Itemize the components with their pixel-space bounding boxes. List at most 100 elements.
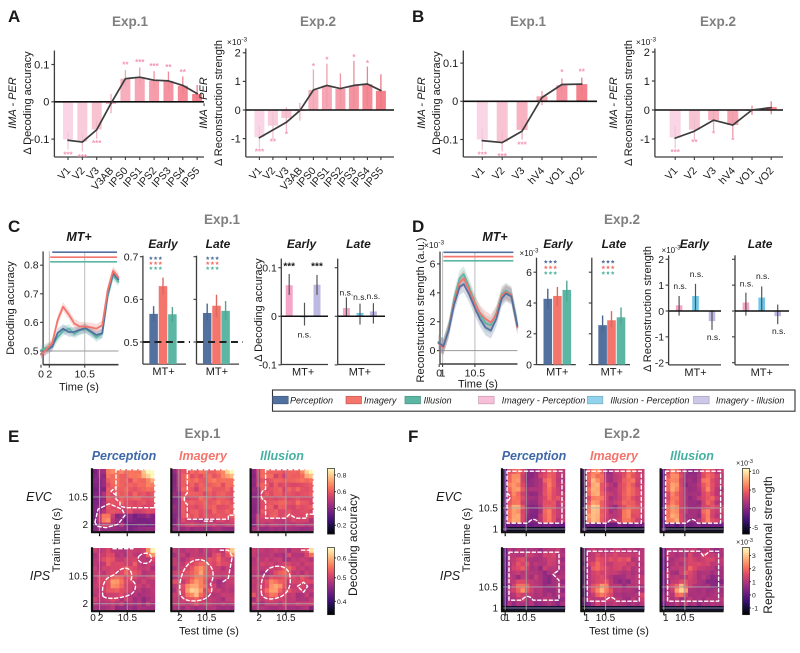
svg-text:1: 1 [584,613,590,624]
svg-text:0.7: 0.7 [124,252,139,264]
svg-text:Late: Late [206,237,231,251]
svg-text:0.5: 0.5 [124,337,139,349]
svg-text:***: *** [92,139,102,148]
svg-text:MT+: MT+ [66,230,92,244]
svg-text:***: *** [78,153,88,162]
svg-text:Decoding accuracy: Decoding accuracy [346,494,360,596]
svg-text:Perception: Perception [502,449,567,463]
svg-text:10.5: 10.5 [516,613,536,624]
svg-text:1: 1 [752,579,756,586]
svg-text:EVC: EVC [436,490,463,504]
svg-text:4: 4 [430,287,436,299]
svg-text:Late: Late [346,237,371,251]
svg-text:Train time (s): Train time (s) [461,508,473,572]
svg-text:Representational strength: Representational strength [761,476,775,613]
svg-text:0: 0 [430,345,436,357]
svg-text:1: 1 [644,76,650,88]
svg-text:2: 2 [46,369,52,381]
svg-text:E: E [8,427,19,446]
svg-text:0.8: 0.8 [24,260,39,272]
svg-text:×10-3: ×10-3 [520,249,540,259]
svg-text:Imagery: Imagery [364,396,397,406]
svg-text:2: 2 [98,613,104,624]
svg-text:2: 2 [82,520,88,531]
svg-text:MT+: MT+ [152,366,174,378]
svg-text:Time (s): Time (s) [458,379,498,391]
svg-text:**: ** [270,138,277,147]
svg-text:-1: -1 [655,332,664,344]
svg-text:0: 0 [436,368,442,380]
svg-text:0: 0 [43,97,49,109]
svg-text:6: 6 [526,267,532,279]
svg-text:2: 2 [256,613,262,624]
svg-text:Exp.2: Exp.2 [700,14,736,29]
svg-text:n.s.: n.s. [353,292,367,302]
svg-text:IMA - PER: IMA - PER [608,77,620,129]
svg-text:IMA - PER: IMA - PER [416,77,428,129]
svg-text:0.1: 0.1 [443,58,458,70]
svg-text:*: * [285,130,289,139]
svg-text:Late: Late [602,237,627,251]
svg-text:n.s.: n.s. [707,332,721,342]
svg-text:n.s.: n.s. [772,326,786,336]
svg-text:*: * [712,129,716,138]
svg-text:n.s.: n.s. [740,279,754,289]
svg-text:0.4: 0.4 [337,599,347,606]
svg-text:Train time (s): Train time (s) [51,508,63,572]
svg-text:×10-3: ×10-3 [662,246,682,256]
svg-text:0.1: 0.1 [262,263,277,275]
svg-text:A: A [8,7,20,26]
svg-text:Δ Decoding accuracy: Δ Decoding accuracy [431,51,443,155]
svg-text:MT+: MT+ [349,367,371,379]
svg-text:n.s.: n.s. [340,287,354,297]
svg-text:0: 0 [658,306,664,318]
svg-text:3: 3 [752,553,756,560]
svg-text:Late: Late [748,237,773,251]
svg-text:n.s.: n.s. [298,330,312,340]
svg-text:10.5: 10.5 [276,613,296,624]
svg-text:0.1: 0.1 [34,59,49,71]
svg-text:**: ** [122,60,129,69]
svg-text:IMA - PER: IMA - PER [7,77,19,129]
svg-text:10.5: 10.5 [479,583,499,594]
svg-text:**: ** [165,63,172,72]
svg-text:1: 1 [235,76,241,88]
svg-text:Imagery - Illusion: Imagery - Illusion [716,396,785,406]
svg-text:Imagery - Perception: Imagery - Perception [502,396,586,406]
svg-text:1: 1 [504,613,510,624]
svg-text:1: 1 [492,604,498,615]
svg-text:0: 0 [752,592,756,599]
svg-text:*: * [352,53,356,62]
svg-text:×10-3: ×10-3 [227,37,248,48]
svg-text:Exp.1: Exp.1 [510,14,547,29]
svg-text:MT+: MT+ [751,367,773,379]
svg-text:IPS: IPS [30,569,51,583]
svg-text:5: 5 [752,488,756,495]
svg-text:Time (s): Time (s) [59,382,99,394]
svg-text:B: B [412,7,424,26]
svg-text:Exp.2: Exp.2 [300,14,336,29]
svg-text:0: 0 [452,96,458,108]
svg-text:MT+: MT+ [546,367,568,379]
svg-text:Illusion: Illusion [260,449,304,463]
svg-text:*: * [366,59,370,68]
svg-text:*: * [312,62,316,71]
svg-text:***: *** [149,62,159,71]
svg-text:n.s.: n.s. [673,281,687,291]
svg-text:Decoding accuracy: Decoding accuracy [5,261,17,355]
svg-text:Imagery: Imagery [590,449,639,463]
svg-text:***: *** [498,152,508,161]
svg-text:***: *** [283,262,295,273]
svg-text:2: 2 [235,48,241,60]
svg-text:Δ Reconstruction strength: Δ Reconstruction strength [213,40,225,166]
svg-text:2: 2 [82,599,88,610]
svg-text:0.2: 0.2 [337,523,347,530]
svg-text:10.5: 10.5 [479,504,499,515]
svg-text:0: 0 [644,105,650,117]
svg-text:×10-3: ×10-3 [424,240,445,251]
svg-text:2: 2 [430,316,436,328]
svg-text:0.6: 0.6 [337,555,347,562]
svg-text:0.5: 0.5 [337,575,347,582]
svg-text:10: 10 [752,469,760,476]
svg-text:MT+: MT+ [482,230,508,244]
